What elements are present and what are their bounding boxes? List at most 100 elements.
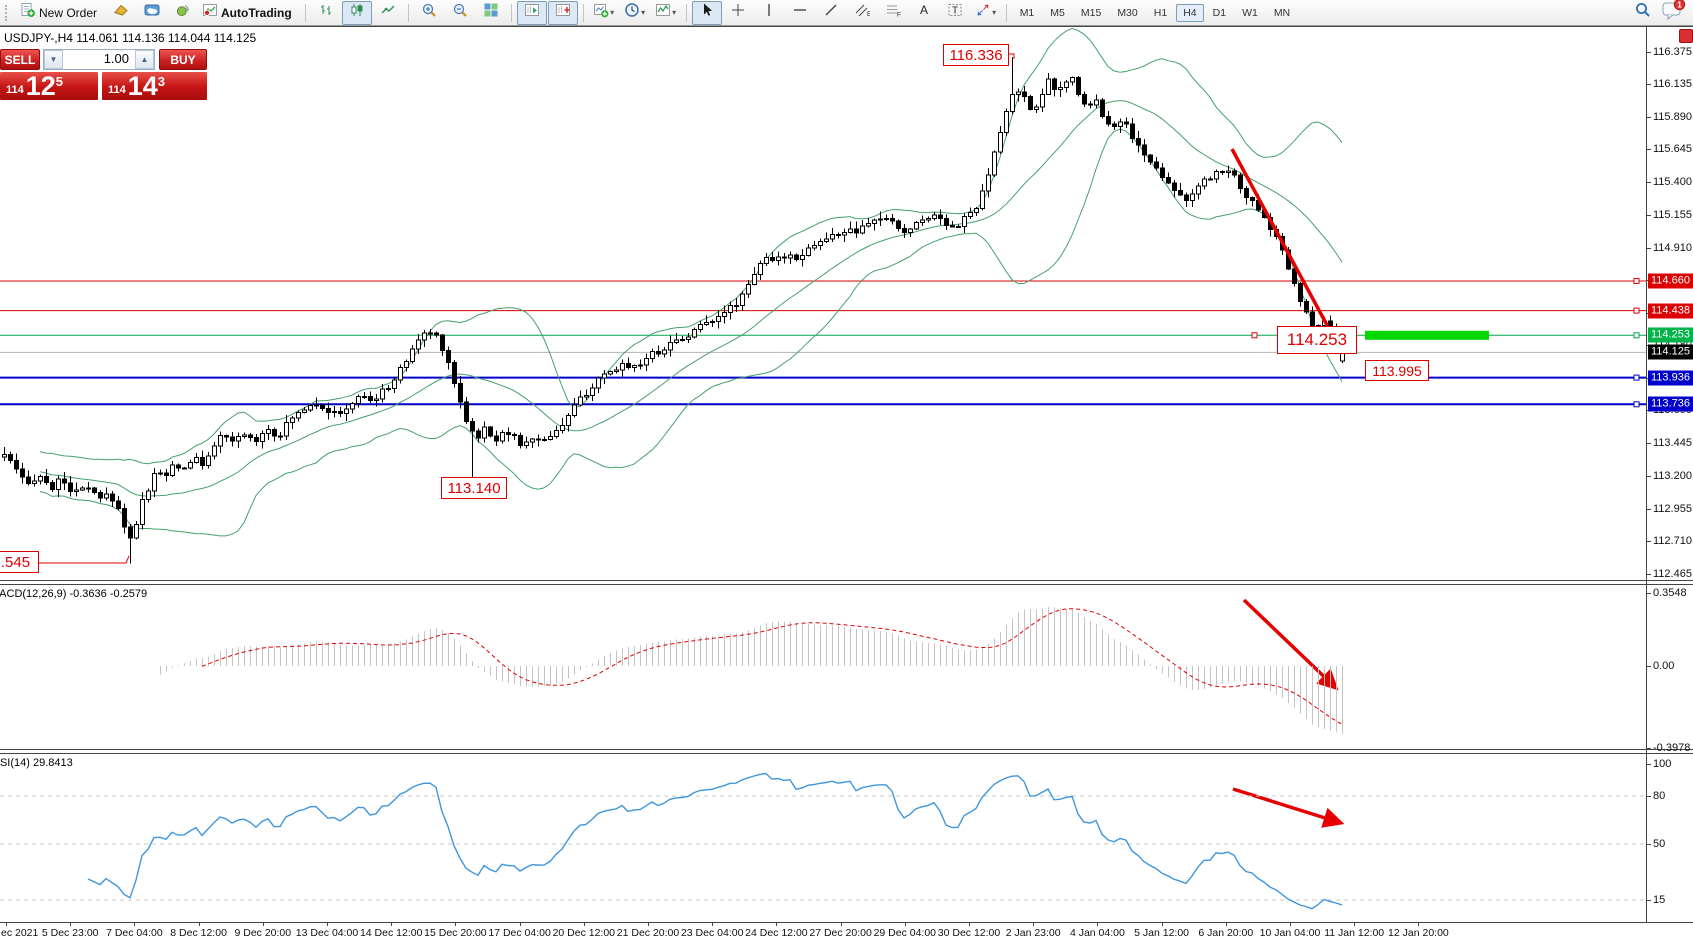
macd-tick-label: 0.3548 bbox=[1653, 587, 1687, 600]
price-tick-label: 112.955 bbox=[1653, 502, 1692, 515]
notifications-button[interactable]: 1 bbox=[1659, 0, 1689, 25]
price-marker-114.125[interactable]: 114.125 bbox=[1648, 344, 1693, 360]
volume-stepper: ▼ 1.00 ▲ bbox=[43, 49, 155, 70]
sell-button[interactable]: SELL bbox=[0, 49, 40, 70]
price-callout-113.995[interactable]: 113.995 bbox=[1365, 360, 1429, 381]
timeframe-mn[interactable]: MN bbox=[1273, 6, 1291, 19]
timeframe-h4[interactable]: H4 bbox=[1176, 3, 1204, 22]
time-tick-mark bbox=[648, 922, 649, 926]
rsi-indicator-chart[interactable] bbox=[0, 754, 1646, 922]
trend-arrow[interactable] bbox=[1230, 148, 1343, 355]
toolbar-separator bbox=[510, 3, 512, 22]
price-tick-mark bbox=[1646, 443, 1651, 445]
macd-indicator-chart[interactable] bbox=[0, 585, 1646, 750]
zoom-out-button[interactable] bbox=[445, 1, 475, 25]
volume-increase-button[interactable]: ▲ bbox=[135, 50, 154, 69]
time-axis-label: 14 Dec 12:00 bbox=[359, 927, 423, 939]
chart-alert-icon[interactable] bbox=[1679, 29, 1693, 43]
horizontal-line-icon bbox=[792, 2, 808, 23]
support-highlight-bar[interactable] bbox=[1365, 330, 1489, 340]
price-tick-label: 115.400 bbox=[1653, 176, 1692, 189]
timeframe-m30[interactable]: M30 bbox=[1117, 6, 1138, 19]
svg-text:T: T bbox=[952, 6, 958, 17]
macd-tick-mark bbox=[1646, 666, 1651, 667]
level-anchor bbox=[1633, 332, 1640, 339]
crosshair-tool-button[interactable] bbox=[723, 1, 753, 25]
auto-scroll-button[interactable] bbox=[516, 0, 547, 25]
timeframe-d1[interactable]: D1 bbox=[1212, 6, 1227, 19]
rsi-tick-mark bbox=[1646, 796, 1651, 797]
rsi-tick-label: 80 bbox=[1653, 790, 1666, 802]
price-callout-114.253[interactable]: 114.253 bbox=[1277, 326, 1357, 354]
vertical-line-tool-button[interactable] bbox=[754, 1, 784, 25]
trend-arrow[interactable] bbox=[1232, 787, 1345, 828]
trendline-tool-button[interactable] bbox=[816, 1, 846, 25]
signal-button[interactable] bbox=[168, 1, 198, 25]
time-axis-label: 2 Jan 23:00 bbox=[1005, 927, 1061, 939]
trend-arrow[interactable] bbox=[1242, 598, 1339, 691]
candlestick-chart-button[interactable] bbox=[341, 0, 372, 25]
timeframe-m15[interactable]: M15 bbox=[1080, 6, 1102, 19]
cloud-window-icon bbox=[144, 2, 160, 23]
time-tick-mark bbox=[327, 922, 328, 926]
text-label-tool-button[interactable]: T bbox=[940, 1, 970, 25]
price-tick-label: 112.465 bbox=[1653, 567, 1692, 580]
price-tick-label: 113.200 bbox=[1653, 469, 1692, 482]
macd-panel-separator[interactable] bbox=[0, 580, 1693, 585]
indicators-icon bbox=[655, 2, 671, 23]
time-axis-label: 11 Jan 12:00 bbox=[1324, 927, 1385, 939]
text-tool-button[interactable]: A bbox=[909, 1, 939, 25]
chart-shift-button[interactable] bbox=[547, 0, 578, 25]
time-tick-mark bbox=[198, 922, 200, 926]
timeframe-m1[interactable]: M1 bbox=[1019, 6, 1035, 19]
periods-button[interactable]: ▾ bbox=[620, 1, 650, 25]
zoom-in-button[interactable] bbox=[414, 1, 444, 25]
bar-chart-button[interactable] bbox=[311, 1, 341, 25]
fibonacci-tool-button[interactable]: F bbox=[878, 1, 908, 25]
price-marker-114.660[interactable]: 114.660 bbox=[1648, 273, 1693, 289]
svg-text:F: F bbox=[897, 12, 901, 19]
autotrading-button[interactable]: AutoTrading bbox=[199, 1, 300, 25]
indicators-button[interactable]: ▾ bbox=[651, 1, 681, 25]
price-marker-114.253[interactable]: 114.253 bbox=[1648, 327, 1693, 343]
time-axis-label: 12 Jan 20:00 bbox=[1388, 927, 1449, 939]
arrows-tool-button[interactable]: ▾ bbox=[971, 1, 1001, 25]
deposit-icon-button[interactable] bbox=[106, 1, 136, 25]
price-callout-113.140[interactable]: 113.140 bbox=[441, 477, 507, 499]
rsi-label: RSI(14) 29.8413 bbox=[0, 757, 73, 769]
price-callout-116.336[interactable]: 116.336 bbox=[943, 44, 1009, 66]
toolbar-grip[interactable] bbox=[5, 4, 12, 21]
line-chart-button[interactable] bbox=[373, 1, 403, 25]
price-callout-.545[interactable]: .545 bbox=[0, 551, 39, 573]
time-tick-mark bbox=[70, 922, 72, 926]
time-axis-label: 23 Dec 04:00 bbox=[680, 927, 744, 939]
search-button[interactable] bbox=[1628, 1, 1658, 25]
timeframe-m5[interactable]: M5 bbox=[1050, 6, 1065, 19]
buy-button[interactable]: BUY bbox=[159, 49, 207, 70]
time-axis-label: 24 Dec 12:00 bbox=[745, 927, 808, 939]
price-marker-113.736[interactable]: 113.736 bbox=[1648, 396, 1693, 412]
new-order-button[interactable]: New Order bbox=[17, 1, 105, 25]
sell-quote[interactable]: 114 12 5 bbox=[0, 72, 98, 100]
main-price-chart[interactable] bbox=[0, 27, 1646, 581]
cloud-window-button[interactable] bbox=[137, 1, 167, 25]
price-marker-114.438[interactable]: 114.438 bbox=[1648, 303, 1693, 319]
cursor-icon bbox=[699, 2, 715, 23]
timeframe-w1[interactable]: W1 bbox=[1242, 6, 1258, 19]
cursor-tool-button[interactable] bbox=[691, 0, 722, 25]
new-chart-button[interactable]: ▾ bbox=[589, 1, 619, 25]
chevron-down-icon: ▾ bbox=[641, 8, 646, 17]
time-axis-label: 7 Dec 04:00 bbox=[106, 927, 163, 939]
rsi-panel-separator[interactable] bbox=[0, 749, 1693, 754]
tile-windows-button[interactable] bbox=[476, 1, 506, 25]
channel-tool-button[interactable]: E bbox=[847, 1, 877, 25]
time-tick-mark bbox=[391, 922, 393, 926]
volume-decrease-button[interactable]: ▼ bbox=[44, 50, 63, 69]
bollinger-upper-band bbox=[39, 27, 1343, 465]
timeframe-h1[interactable]: H1 bbox=[1153, 6, 1168, 19]
price-marker-113.936[interactable]: 113.936 bbox=[1648, 370, 1693, 386]
buy-quote[interactable]: 114 14 3 bbox=[102, 72, 207, 100]
volume-value[interactable]: 1.00 bbox=[103, 51, 129, 66]
time-tick-mark bbox=[1418, 922, 1420, 926]
horizontal-line-tool-button[interactable] bbox=[785, 1, 815, 25]
